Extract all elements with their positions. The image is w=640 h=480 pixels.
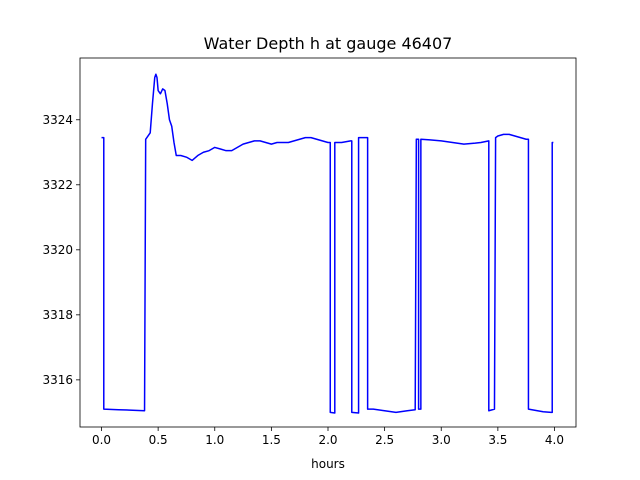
- x-tick-label: 0.0: [92, 433, 111, 447]
- x-tick-label: 3.5: [488, 433, 507, 447]
- plot-frame: [79, 57, 577, 428]
- plot-area: [101, 73, 554, 414]
- x-tick-label: 2.5: [375, 433, 394, 447]
- x-axis-ticks: 0.0 0.5 1.0 1.5 2.0 2.5 3.0 3.5 4.0: [92, 427, 564, 447]
- y-tick-label: 3320: [42, 243, 73, 257]
- y-tick-label: 3324: [42, 113, 73, 127]
- x-tick-label: 4.0: [545, 433, 564, 447]
- series-line-1: [101, 73, 554, 414]
- x-tick-label: 3.0: [432, 433, 451, 447]
- chart-title: Water Depth h at gauge 46407: [204, 34, 453, 53]
- y-tick-label: 3316: [42, 373, 73, 387]
- x-tick-label: 0.5: [149, 433, 168, 447]
- y-axis-ticks: 3316 3318 3320 3322 3324: [42, 113, 80, 387]
- y-tick-label: 3318: [42, 308, 73, 322]
- x-tick-label: 1.0: [205, 433, 224, 447]
- x-tick-label: 2.0: [318, 433, 337, 447]
- x-axis-label: hours: [311, 457, 345, 471]
- x-tick-label: 1.5: [262, 433, 281, 447]
- y-tick-label: 3322: [42, 178, 73, 192]
